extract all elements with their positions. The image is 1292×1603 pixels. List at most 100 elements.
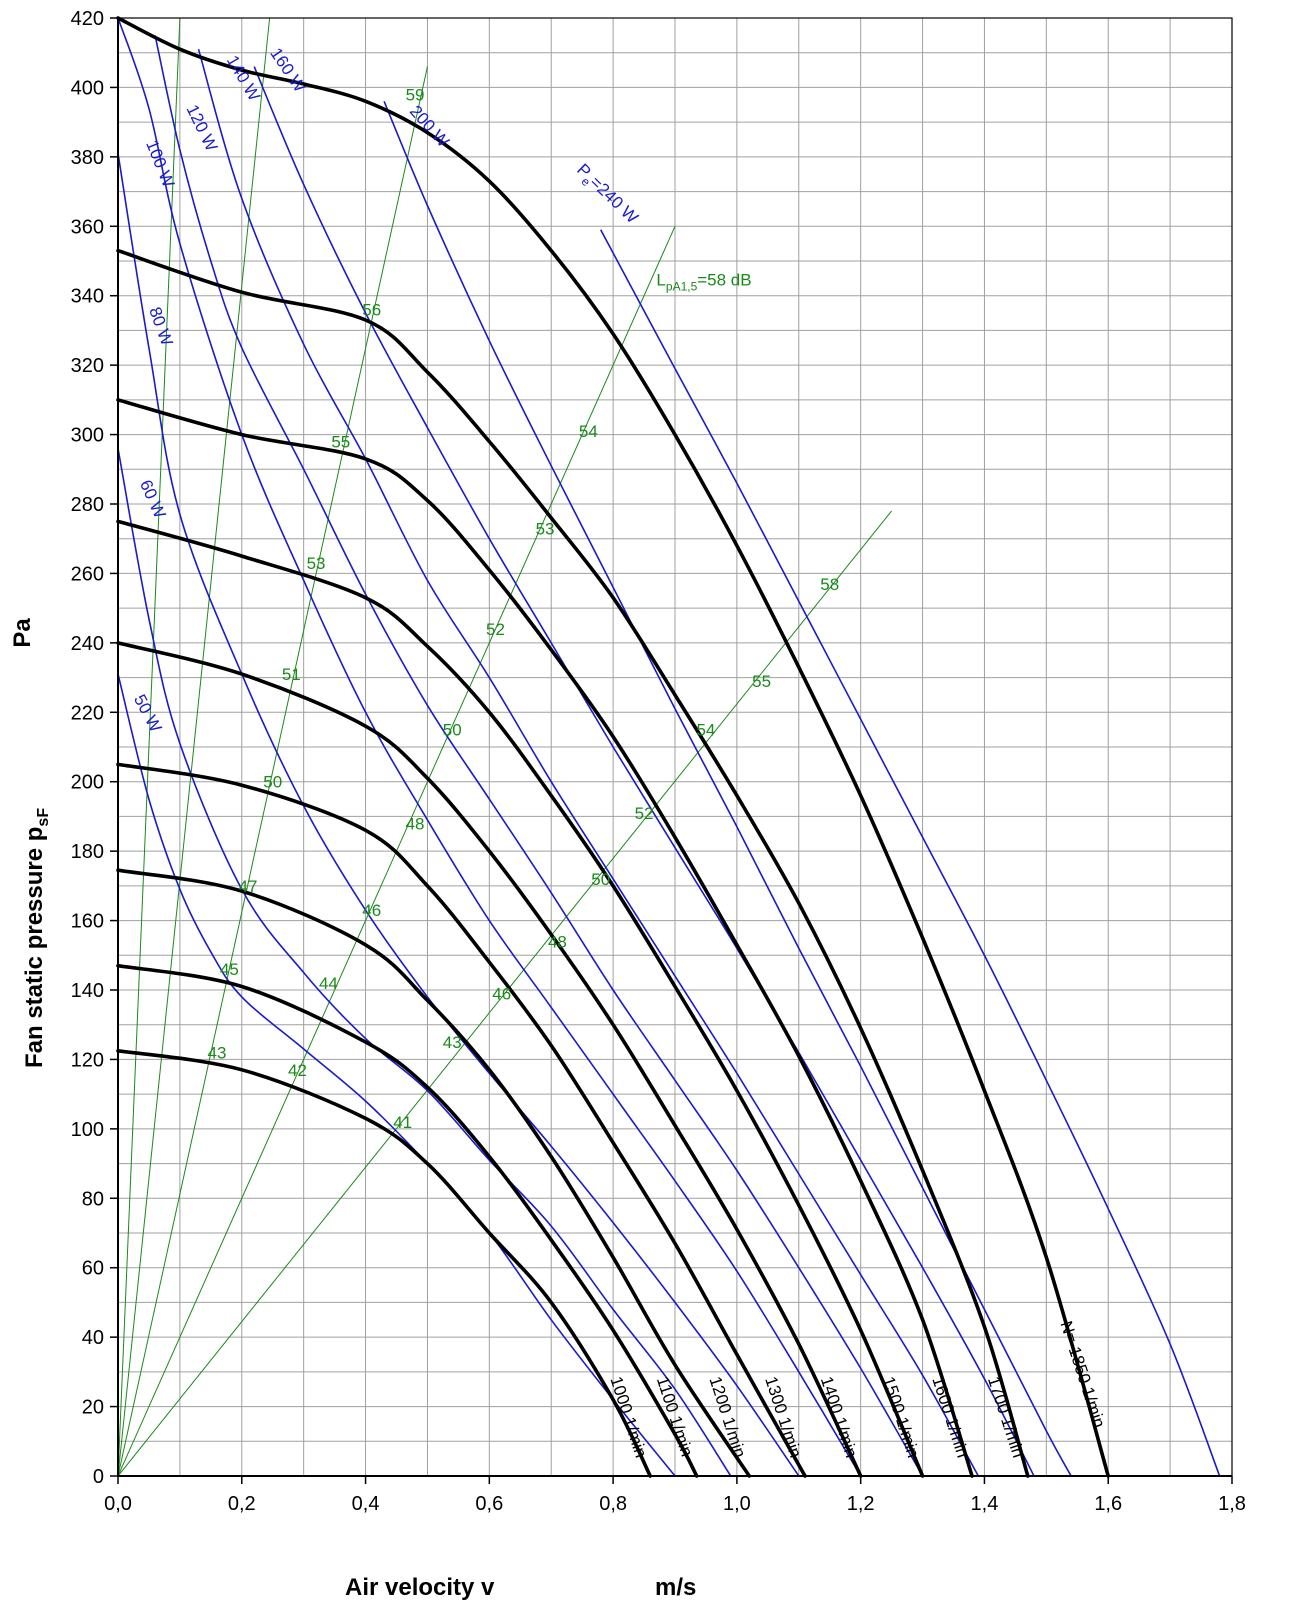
y-tick-label: 200 bbox=[71, 772, 104, 794]
x-axis-title: Air velocity v bbox=[345, 1574, 495, 1601]
sound-level-label: 41 bbox=[393, 1113, 412, 1132]
y-axis-unit-group: Pa bbox=[9, 618, 36, 648]
y-axis-unit: Pa bbox=[9, 618, 36, 648]
y-tick-label: 140 bbox=[71, 980, 104, 1002]
y-tick-label: 60 bbox=[82, 1258, 104, 1280]
rpm-curve bbox=[116, 16, 1110, 1478]
sound-level-label: 52 bbox=[635, 804, 654, 823]
power-curve bbox=[117, 448, 732, 1477]
y-tick-label: 360 bbox=[71, 216, 104, 238]
rpm-curve-label-part: N= 1850 1/min bbox=[1056, 1319, 1108, 1430]
rpm-curve-label: 1600 1/min bbox=[928, 1374, 972, 1460]
power-curve-label-part: =240 W bbox=[586, 172, 642, 227]
sound-level-label: 43 bbox=[443, 1033, 462, 1052]
sound-level-lines bbox=[117, 17, 893, 1477]
y-tick-label: 240 bbox=[71, 633, 104, 655]
x-tick-label: 1,0 bbox=[723, 1493, 751, 1515]
sound-level-label: 42 bbox=[288, 1061, 307, 1080]
power-curve bbox=[197, 48, 979, 1477]
sound-level-label: 55 bbox=[331, 433, 350, 452]
power-curve bbox=[117, 153, 800, 1477]
sound-level-line bbox=[117, 510, 893, 1477]
rpm-curve bbox=[116, 248, 1030, 1478]
rpm-curve-label-part: 1400 1/min bbox=[817, 1374, 861, 1460]
y-axis-title-main: Fan static pressure p bbox=[21, 827, 48, 1068]
sound-level-label: 43 bbox=[208, 1043, 227, 1062]
power-curve-label-part: 100 W bbox=[142, 137, 178, 190]
power-curve-label-part: 50 W bbox=[130, 691, 165, 735]
power-curve-label-part: 160 W bbox=[266, 44, 309, 95]
sound-line-label: LpA1,5=58 dB bbox=[656, 270, 751, 293]
power-curve bbox=[599, 229, 1221, 1477]
x-tick-label: 0,6 bbox=[475, 1493, 503, 1515]
rpm-curve bbox=[116, 519, 925, 1478]
sound-level-label: 45 bbox=[220, 960, 239, 979]
sound-level-label: 46 bbox=[492, 984, 511, 1003]
sound-line-label-part: L bbox=[656, 270, 665, 289]
sound-level-label: 52 bbox=[486, 620, 505, 639]
sound-level-label: 50 bbox=[443, 721, 462, 740]
y-tick-label: 40 bbox=[82, 1327, 104, 1349]
sound-level-label: 48 bbox=[548, 932, 567, 951]
power-curve-label: Pe=240 W bbox=[570, 160, 641, 230]
power-curve-label-part: 60 W bbox=[136, 477, 169, 521]
x-tick-label: 1,8 bbox=[1218, 1493, 1246, 1515]
rpm-curves bbox=[116, 16, 1110, 1478]
sound-level-label: 51 bbox=[282, 665, 301, 684]
power-curve-label: 60 W bbox=[136, 477, 169, 521]
power-curve bbox=[383, 100, 1072, 1477]
y-tick-label: 340 bbox=[71, 286, 104, 308]
rpm-curve bbox=[116, 1049, 652, 1478]
rpm-curve-label: N= 1850 1/min bbox=[1056, 1319, 1108, 1430]
rpm-curve bbox=[116, 641, 863, 1478]
x-tick-label: 1,2 bbox=[847, 1493, 875, 1515]
y-tick-label: 400 bbox=[71, 77, 104, 99]
plot-frame bbox=[117, 17, 1233, 1477]
sound-level-label: 44 bbox=[319, 974, 338, 993]
y-tick-label: 160 bbox=[71, 911, 104, 933]
sound-level-label: 56 bbox=[362, 301, 381, 320]
power-curve-label: 200 W bbox=[406, 102, 453, 151]
y-tick-label: 0 bbox=[93, 1466, 104, 1488]
y-tick-label: 20 bbox=[82, 1397, 104, 1419]
rpm-curve-label: 1400 1/min bbox=[817, 1374, 861, 1460]
y-tick-label: 300 bbox=[71, 425, 104, 447]
y-tick-label: 420 bbox=[71, 8, 104, 30]
y-axis-title-group: Fan static pressure psF bbox=[21, 808, 52, 1068]
sound-level-line bbox=[117, 17, 271, 1477]
y-axis-title: Fan static pressure psF bbox=[21, 808, 52, 1068]
power-curve bbox=[117, 673, 676, 1477]
y-tick-label: 280 bbox=[71, 494, 104, 516]
x-tick-label: 0,2 bbox=[228, 1493, 256, 1515]
sound-level-label: 59 bbox=[406, 85, 425, 104]
tick-labels: 0,0 0,2 0,4 0,6 0,8 1,0 1,2 1,4 1,6 1,8 0 20 40 60 80 1… bbox=[71, 8, 1246, 1515]
sound-level-label: 55 bbox=[752, 672, 771, 691]
y-tick-label: 100 bbox=[71, 1119, 104, 1141]
power-curve-label: 160 W bbox=[266, 44, 309, 95]
rpm-curve bbox=[116, 762, 807, 1478]
power-curve-label-part: 140 W bbox=[223, 52, 264, 104]
rpm-curve bbox=[116, 868, 752, 1478]
y-tick-label: 220 bbox=[71, 702, 104, 724]
power-curve-label: 140 W bbox=[223, 52, 264, 104]
y-tick-label: 180 bbox=[71, 841, 104, 863]
rpm-curve-label-part: 1700 1/min bbox=[984, 1374, 1028, 1460]
rpm-curve-label-part: 1500 1/min bbox=[879, 1374, 923, 1460]
x-tick-label: 0,0 bbox=[104, 1493, 132, 1515]
x-tick-label: 1,4 bbox=[971, 1493, 999, 1515]
y-tick-label: 120 bbox=[71, 1049, 104, 1071]
sound-level-label: 46 bbox=[362, 901, 381, 920]
power-curve bbox=[154, 35, 924, 1477]
sound-level-label: 50 bbox=[591, 870, 610, 889]
rpm-curve-label-part: 1600 1/min bbox=[928, 1374, 972, 1460]
power-curve bbox=[253, 66, 1035, 1477]
power-curve-label-part: 80 W bbox=[145, 304, 176, 348]
x-tick-label: 0,4 bbox=[352, 1493, 380, 1515]
power-curve-label: 50 W bbox=[130, 691, 165, 735]
x-tick-label: 1,6 bbox=[1094, 1493, 1122, 1515]
sound-level-label: 47 bbox=[239, 877, 258, 896]
y-tick-label: 260 bbox=[71, 563, 104, 585]
grid-minor-lines bbox=[118, 18, 1232, 1476]
sound-level-label: 50 bbox=[263, 773, 282, 792]
